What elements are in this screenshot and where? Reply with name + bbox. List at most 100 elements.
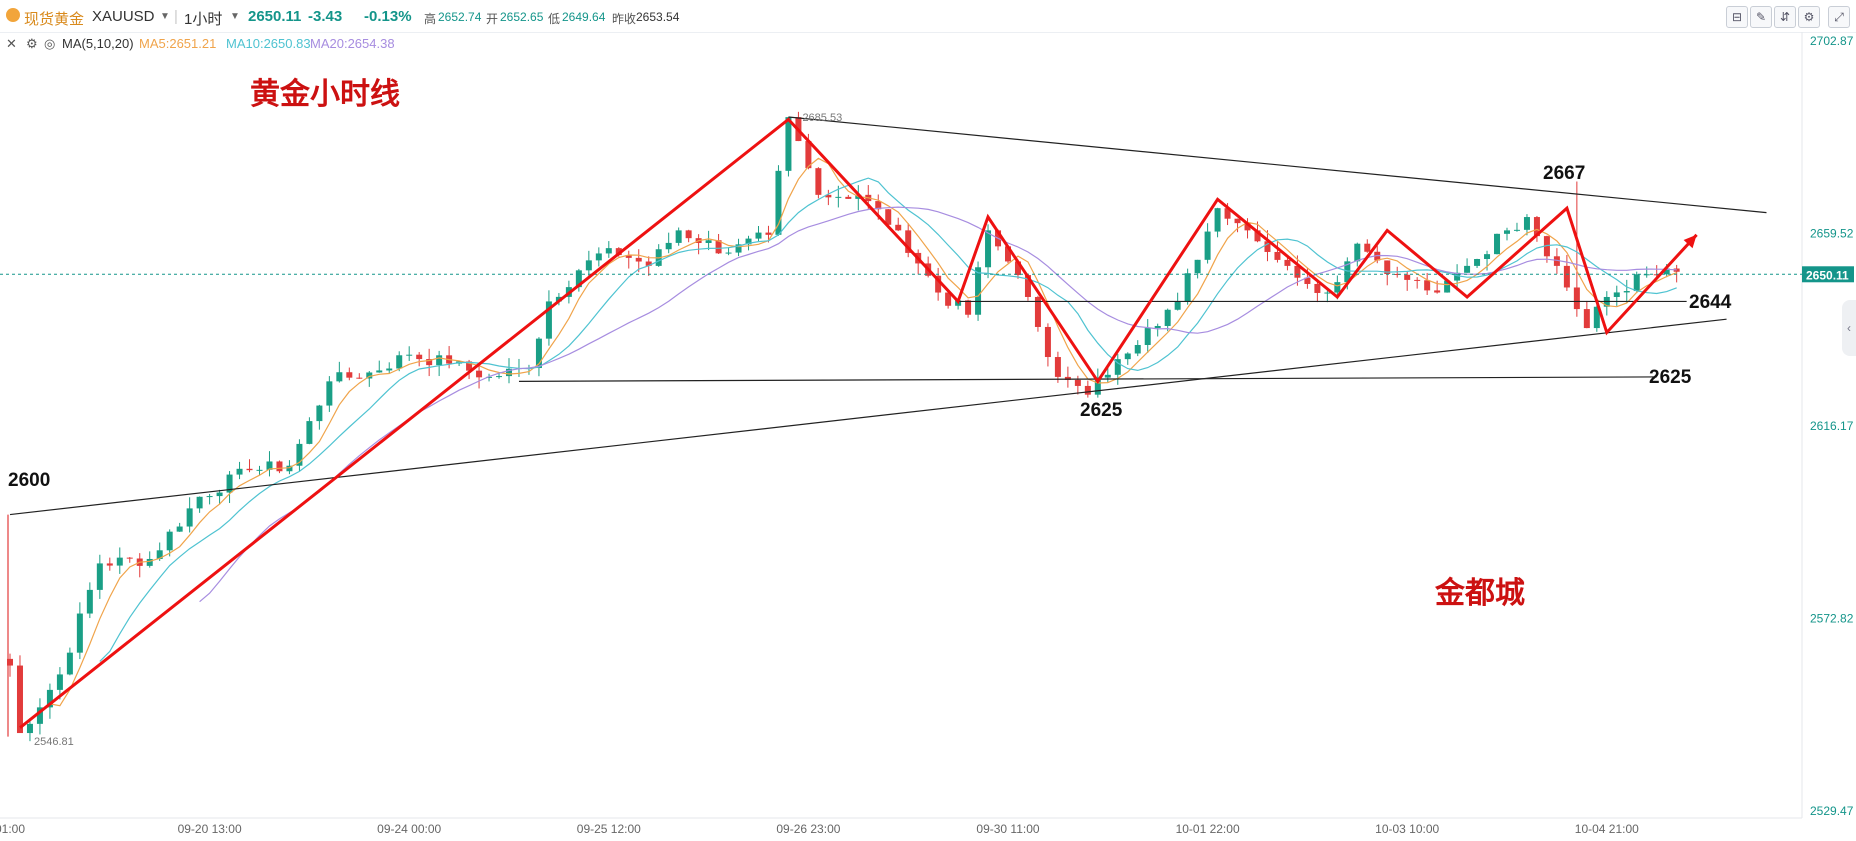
low-label: 低 [548,12,561,26]
x-tick-label: 09-26 23:00 [776,822,840,836]
candle-body [1344,261,1351,283]
candle-body [1444,280,1451,293]
label-2600: 2600 [8,470,50,491]
candle-body [396,355,403,369]
candle-body [66,652,73,675]
interval-selector[interactable]: 1小时 [184,11,223,28]
candle-body [1623,291,1630,293]
last-price: 2650.11 [248,8,302,25]
candle-body [785,117,792,171]
price-change-pct: -0.13% [364,8,412,25]
candle-body [575,270,582,288]
candle-body [635,257,642,262]
chart-header: 现货黄金 XAUUSD ▼ | 1小时 ▼ 2650.11 -3.43 -0.1… [0,0,1856,33]
candle-body [585,260,592,271]
candle-body [1294,265,1301,278]
candle-body [1084,385,1091,395]
candle-body [985,230,992,268]
candle-body [1044,326,1051,358]
candle-body [1074,379,1081,386]
price-axis: 2702.87 2659.52 2616.17 2572.82 2529.47 2650.… [1802,34,1854,818]
candle-body [1104,374,1111,378]
candle-body [1274,251,1281,260]
candle-body [755,232,762,239]
candle-body [645,261,652,266]
candle-body [1613,292,1620,297]
candle-body [1474,259,1481,266]
draw-icon[interactable]: ✎ [1750,6,1772,28]
candle-body [156,550,163,559]
candle-body [76,613,83,653]
candle-body [336,372,343,382]
candle-body [46,689,53,708]
candle-body [346,372,353,378]
candle-body [316,405,323,422]
candle-body [1204,231,1211,260]
x-tick-label: 09-25 12:00 [577,822,641,836]
settings-icon[interactable]: ⚙ [1798,6,1820,28]
candle-body [146,558,153,566]
candle-body [1064,376,1071,380]
candle-body [765,232,772,235]
candle-body [1504,230,1510,234]
candle-body [685,230,692,239]
candle-body [625,255,632,258]
candle-body [825,194,832,198]
trendline-support_2625 [518,376,1657,382]
candle-body [1254,230,1261,242]
candle-body [835,196,842,198]
candle-body [1553,256,1560,266]
candle-body [1414,279,1421,281]
fullscreen-icon[interactable]: ⤢ [1828,6,1850,28]
candle-body [1523,217,1530,230]
candle-body [56,674,63,690]
candle-body [665,242,672,250]
x-tick-label: 10-04 21:00 [1575,822,1639,836]
interval-chevron-icon[interactable]: ▼ [230,11,240,22]
ma10-line [99,177,1677,662]
candle-body [815,168,822,195]
candle-body [236,468,243,475]
indicator-icon[interactable]: ⇵ [1774,6,1796,28]
candle-body [905,230,912,253]
candle-body [715,240,722,254]
candle-body [466,361,473,371]
candle-body [36,707,43,724]
candle-body [1364,243,1371,252]
eye-icon[interactable]: ◎ [44,36,56,51]
candle-body [406,354,413,356]
candle-body [436,355,443,366]
candle-body [416,354,423,360]
label-2625-valley: 2625 [1080,400,1123,421]
x-tick-label: 10-03 10:00 [1375,822,1439,836]
close-icon[interactable]: ✕ [6,36,17,51]
chart-type-icon[interactable]: ⊟ [1726,6,1748,28]
candle-body [1314,283,1321,293]
side-panel-toggle[interactable]: ‹ [1842,300,1856,356]
candle-body [496,376,503,378]
candles [7,111,1680,742]
candle-body [7,658,13,666]
candle-body [1663,268,1670,275]
candle-body [675,230,682,243]
candle-body [1194,259,1201,274]
label-2625-right: 2625 [1649,367,1692,388]
candle-body [506,368,512,377]
candle-body [605,248,612,254]
candle-body [875,201,882,210]
chevron-left-icon[interactable]: ‹ [1847,321,1851,335]
candle-body [256,469,263,471]
candle-body [1384,260,1391,274]
y-tick-label: 2529.47 [1810,804,1854,818]
ma-label: MA(5,10,20) [62,36,134,51]
candle-body [975,267,982,315]
moving-averages [49,157,1677,707]
symbol-name[interactable]: 现货黄金 [24,11,85,28]
high-value: 2652.74 [438,10,482,24]
symbol-code[interactable]: XAUUSD [92,8,155,25]
candle-body [1154,325,1161,329]
settings-small-icon[interactable]: ⚙ [26,36,38,51]
candle-body [116,557,123,566]
chevron-down-icon[interactable]: ▼ [160,11,170,22]
